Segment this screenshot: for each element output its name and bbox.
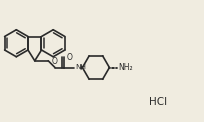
- Text: HCl: HCl: [148, 97, 166, 107]
- Text: NH: NH: [74, 64, 85, 70]
- Text: O: O: [67, 53, 72, 62]
- Text: NH₂: NH₂: [118, 63, 132, 71]
- Polygon shape: [81, 65, 82, 70]
- Text: O: O: [52, 57, 58, 66]
